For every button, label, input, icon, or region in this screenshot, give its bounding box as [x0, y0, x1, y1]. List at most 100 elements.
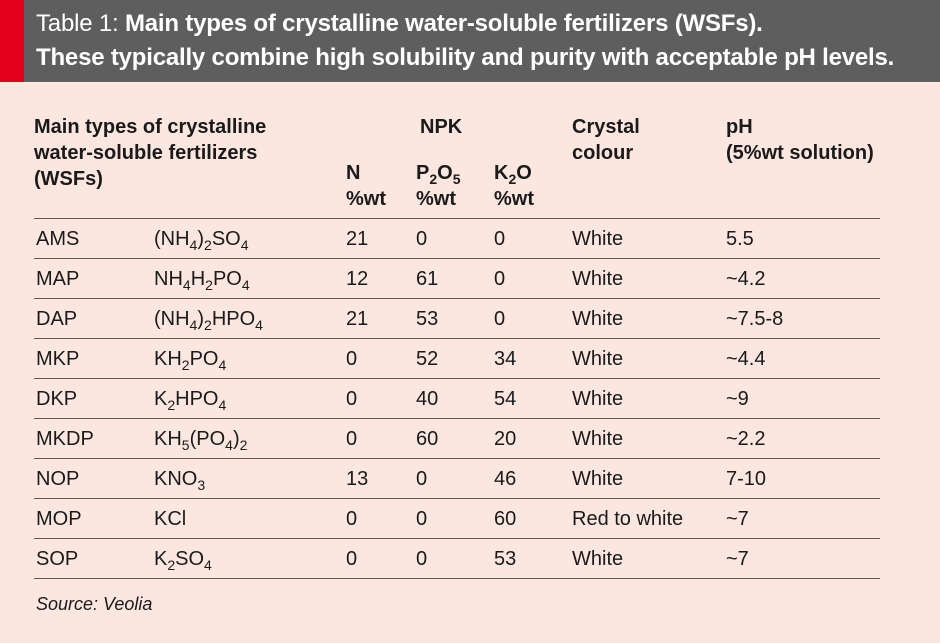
cell-colour: White: [572, 228, 624, 250]
header-ph-line-1: pH: [726, 116, 753, 138]
cell-p2o5: 0: [416, 508, 428, 530]
cell-abbr: AMS: [36, 228, 80, 250]
cell-formula: KH2PO4: [154, 348, 227, 373]
cell-formula: KCl: [154, 508, 187, 530]
cell-ph: ~7.5-8: [726, 308, 784, 330]
cell-n: 12: [346, 268, 369, 290]
row-divider: [34, 458, 880, 459]
cell-k2o: 34: [494, 348, 517, 370]
cell-n: 0: [346, 508, 358, 530]
header-p2o5-label: P2O5: [416, 162, 461, 187]
cell-ph: ~7: [726, 548, 749, 570]
cell-abbr: NOP: [36, 468, 80, 490]
row-divider: [34, 338, 880, 339]
cell-abbr: SOP: [36, 548, 79, 570]
cell-ph: ~2.2: [726, 428, 766, 450]
cell-k2o: 54: [494, 388, 517, 410]
cell-p2o5: 0: [416, 548, 428, 570]
cell-abbr: DAP: [36, 308, 78, 330]
header-npk: NPK: [420, 116, 463, 138]
cell-colour: White: [572, 548, 624, 570]
red-accent-bar: [0, 0, 24, 82]
cell-formula: KH5(PO4)2: [154, 428, 248, 453]
title-bar: Table 1: Main types of crystalline water…: [0, 0, 940, 82]
cell-k2o: 46: [494, 468, 517, 490]
cell-colour: White: [572, 348, 624, 370]
cell-n: 13: [346, 468, 369, 490]
cell-p2o5: 52: [416, 348, 439, 370]
cell-n: 21: [346, 228, 369, 250]
row-divider: [34, 418, 880, 419]
cell-ph: ~7: [726, 508, 749, 530]
header-n-unit: %wt: [346, 188, 386, 210]
cell-formula: (NH4)2SO4: [154, 228, 249, 253]
source-note: Source: Veolia: [36, 594, 153, 614]
cell-p2o5: 0: [416, 468, 428, 490]
cell-abbr: MAP: [36, 268, 80, 290]
cell-ph: ~9: [726, 388, 749, 410]
header-divider: [34, 218, 880, 219]
cell-formula: KNO3: [154, 468, 206, 493]
cell-colour: White: [572, 468, 624, 490]
table-title-line-2: These typically combine high solubility …: [36, 44, 895, 71]
cell-p2o5: 61: [416, 268, 439, 290]
cell-colour: White: [572, 268, 624, 290]
row-divider: [34, 258, 880, 259]
header-ph-line-2: (5%wt solution): [726, 142, 874, 164]
cell-colour: White: [572, 388, 624, 410]
cell-n: 0: [346, 388, 358, 410]
cell-k2o: 20: [494, 428, 517, 450]
cell-ph: ~4.2: [726, 268, 766, 290]
table-title-line-1: Table 1: Main types of crystalline water…: [36, 10, 763, 38]
table-label: Table 1:: [36, 10, 119, 37]
cell-n: 0: [346, 428, 358, 450]
header-main-types-line-2: water-soluble fertilizers: [34, 142, 258, 164]
header-colour-line-1: Crystal: [572, 116, 640, 138]
header-k2o: K2O %wt: [494, 160, 534, 212]
cell-n: 0: [346, 348, 358, 370]
cell-k2o: 0: [494, 228, 506, 250]
header-main-types-line-3: (WSFs): [34, 168, 103, 190]
cell-ph: 7-10: [726, 468, 767, 490]
header-n-label: N: [346, 162, 361, 184]
table-title: Main types of crystalline water-soluble …: [124, 10, 763, 37]
cell-abbr: MKDP: [36, 428, 94, 450]
cell-k2o: 60: [494, 508, 517, 530]
cell-formula: NH4H2PO4: [154, 268, 250, 293]
cell-colour: White: [572, 428, 624, 450]
cell-k2o: 0: [494, 308, 506, 330]
row-divider: [34, 298, 880, 299]
header-k2o-unit: %wt: [494, 188, 534, 210]
header-p2o5: P2O5 %wt: [416, 160, 461, 212]
cell-formula: (NH4)2HPO4: [154, 308, 263, 333]
header-p2o5-unit: %wt: [416, 188, 456, 210]
header-k2o-label: K2O: [494, 162, 532, 187]
cell-formula: K2HPO4: [154, 388, 227, 413]
cell-ph: ~4.4: [726, 348, 766, 370]
cell-p2o5: 0: [416, 228, 428, 250]
header-colour-line-2: colour: [572, 142, 634, 164]
header-ph: pH (5%wt solution): [726, 114, 874, 166]
cell-abbr: DKP: [36, 388, 78, 410]
cell-n: 0: [346, 548, 358, 570]
cell-p2o5: 40: [416, 388, 439, 410]
cell-n: 21: [346, 308, 369, 330]
cell-formula: K2SO4: [154, 548, 212, 573]
row-divider: [34, 578, 880, 579]
cell-abbr: MKP: [36, 348, 80, 370]
cell-p2o5: 60: [416, 428, 439, 450]
cell-colour: White: [572, 308, 624, 330]
header-crystal-colour: Crystal colour: [572, 114, 640, 166]
cell-colour: Red to white: [572, 508, 684, 530]
row-divider: [34, 378, 880, 379]
header-n: N %wt: [346, 160, 386, 212]
cell-k2o: 0: [494, 268, 506, 290]
cell-k2o: 53: [494, 548, 517, 570]
row-divider: [34, 538, 880, 539]
cell-ph: 5.5: [726, 228, 754, 250]
cell-p2o5: 53: [416, 308, 439, 330]
header-main-types-line-1: Main types of crystalline: [34, 116, 267, 138]
header-main-types: Main types of crystalline water-soluble …: [34, 114, 266, 192]
cell-abbr: MOP: [36, 508, 82, 530]
row-divider: [34, 498, 880, 499]
